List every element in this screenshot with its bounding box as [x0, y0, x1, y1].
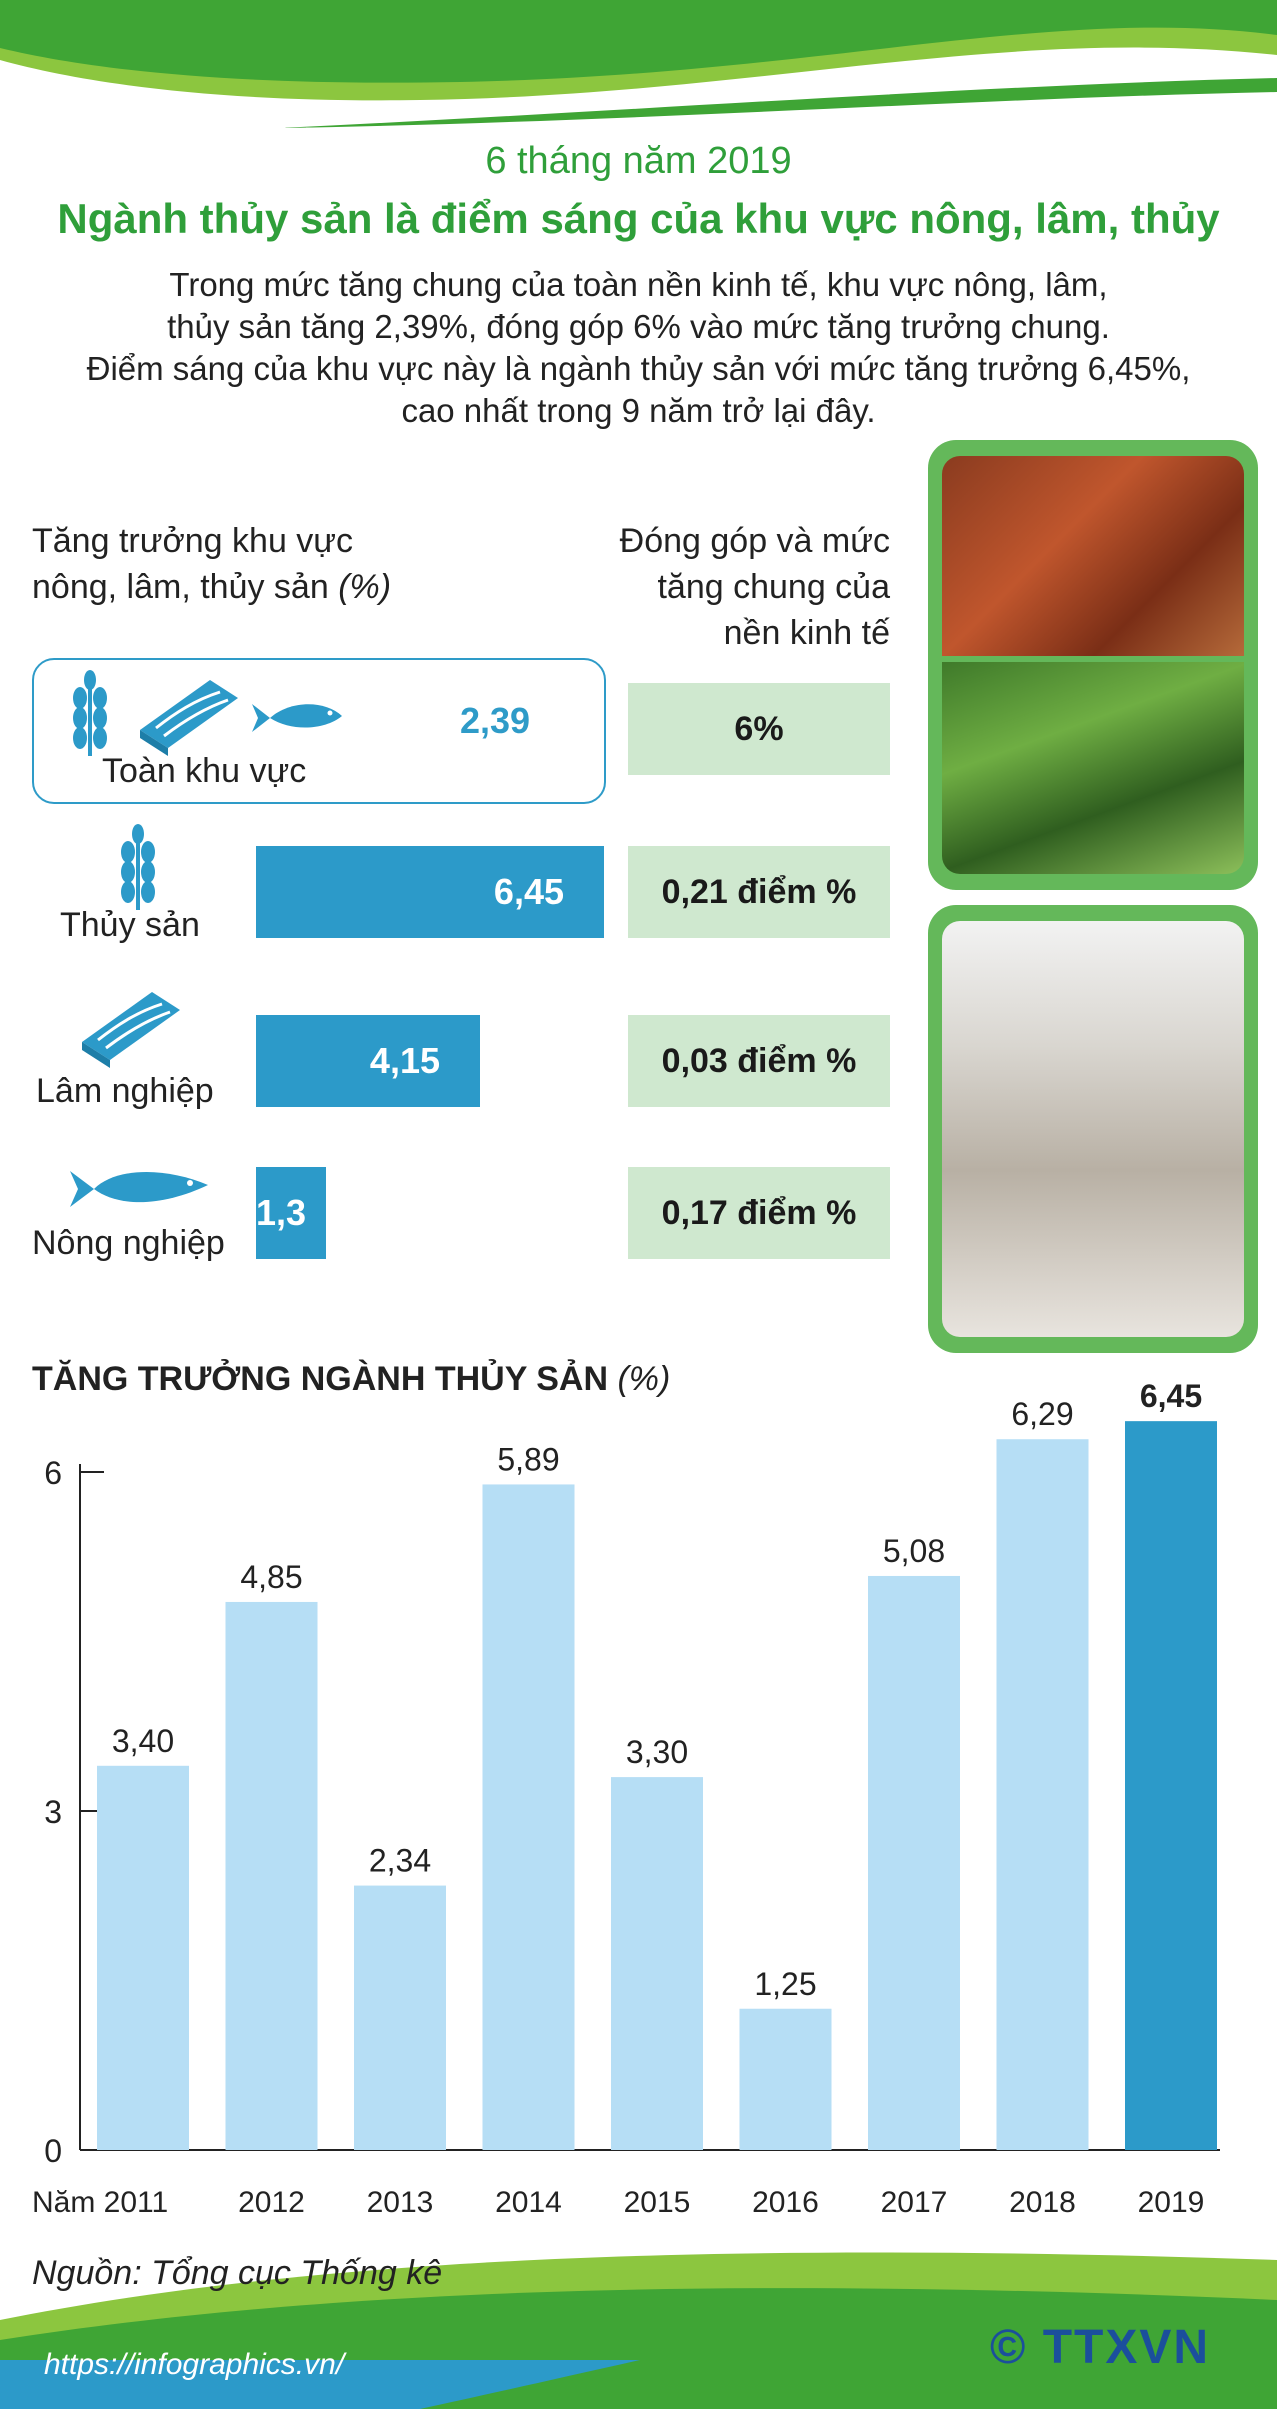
contribution-header-line: tăng chung của — [657, 568, 890, 606]
chart-bar — [225, 1601, 318, 2150]
chart-bar — [354, 1885, 446, 2150]
sector-bar: 6,45 — [256, 846, 604, 938]
bar-chart: 0 3 6 3,40 Năm 2011 4,85 2012 2,34 2013 5,89 2014 3… — [32, 1380, 1220, 2219]
bar-value-label: 6,29 — [1011, 1396, 1073, 1432]
sector-label: Lâm nghiệp — [36, 1072, 214, 1110]
source-note: Nguồn: Tổng cục Thống kê — [32, 2254, 443, 2292]
intro-line: cao nhất trong 9 năm trở lại đây. — [401, 392, 876, 429]
y-tick-label: 0 — [44, 2133, 62, 2169]
growth-header-line: nông, lâm, thủy sản — [32, 568, 339, 606]
photo-frame-seafood — [928, 905, 1258, 1353]
pepper-farm-photo — [942, 662, 1244, 874]
bar-value-label: 4,85 — [240, 1559, 302, 1595]
x-tick-label: 2017 — [881, 2186, 948, 2219]
sector-label: Toàn khu vực — [102, 752, 307, 790]
contribution-value: 6% — [628, 683, 890, 775]
wood-plank-icon — [82, 992, 180, 1068]
x-tick-label: 2015 — [624, 2186, 691, 2219]
growth-header: Tăng trưởng khu vực nông, lâm, thủy sản … — [32, 518, 391, 610]
x-tick-label: 2013 — [367, 2186, 434, 2219]
contribution-value: 0,21 điểm % — [628, 846, 890, 938]
wheat-icon — [121, 824, 155, 910]
bar-value-label: 1,25 — [754, 1966, 816, 2002]
sector-bar: 1,3 — [256, 1167, 326, 1259]
sector-bar: 4,15 — [256, 1015, 480, 1107]
contribution-value: 0,03 điểm % — [628, 1015, 890, 1107]
contribution-header: Đóng góp và mức tăng chung của nền kinh … — [560, 518, 890, 656]
coffee-beans-photo — [942, 456, 1244, 656]
whole-sector-box — [32, 658, 606, 804]
chart-title-unit: (%) — [617, 1360, 671, 1398]
bar-value-label: 3,30 — [626, 1734, 688, 1770]
growth-header-unit: (%) — [338, 568, 392, 606]
wheat-icon — [73, 670, 107, 756]
x-tick-label: 2012 — [238, 2186, 305, 2219]
bar-value-label: 5,08 — [883, 1533, 945, 1569]
bar-value-label: 6,45 — [1140, 1380, 1202, 1414]
shrimp-processing-photo — [942, 921, 1244, 1337]
x-tick-label: 2014 — [495, 2186, 562, 2219]
sector-value: 2,39 — [460, 700, 531, 741]
intro-line: Điểm sáng của khu vực này là ngành thủy … — [86, 350, 1191, 387]
x-tick-label: 2019 — [1138, 2186, 1205, 2219]
sector-icons — [73, 670, 342, 756]
site-url[interactable]: https://infographics.vn/ — [44, 2348, 345, 2381]
growth-header-line: Tăng trưởng khu vực — [32, 522, 354, 560]
sector-label: Thủy sản — [60, 906, 200, 944]
fish-icon — [70, 1171, 208, 1207]
intro-line: thủy sản tăng 2,39%, đóng góp 6% vào mức… — [167, 308, 1110, 345]
chart-bar — [739, 2008, 832, 2150]
fish-icon — [252, 704, 342, 732]
bottom-wave-decoration — [0, 2252, 1277, 2409]
chart-bar — [611, 1777, 703, 2150]
chart-title-text: TĂNG TRƯỞNG NGÀNH THỦY SẢN — [32, 1360, 609, 1398]
subtitle: 6 tháng năm 2019 — [485, 140, 792, 182]
chart-title: TĂNG TRƯỞNG NGÀNH THỦY SẢN (%) — [32, 1360, 670, 1399]
chart-bar — [1125, 1421, 1217, 2150]
y-tick-label: 6 — [44, 1455, 62, 1491]
bar-value-label: 3,40 — [112, 1723, 174, 1759]
top-wave-decoration — [0, 0, 1277, 128]
contribution-value: 0,17 điểm % — [628, 1167, 890, 1259]
chart-bar — [97, 1765, 189, 2150]
wood-plank-icon — [140, 680, 238, 756]
bar-value-label: 2,34 — [369, 1843, 431, 1879]
ttxvn-logo: © TTXVN — [990, 2321, 1211, 2374]
bar-value-label: 5,89 — [497, 1441, 559, 1477]
intro-line: Trong mức tăng chung của toàn nền kinh t… — [169, 266, 1108, 303]
sector-label: Nông nghiệp — [32, 1224, 225, 1262]
chart-bar — [996, 1439, 1089, 2150]
x-tick-label: Năm 2011 — [32, 2186, 168, 2219]
page-title: Ngành thủy sản là điểm sáng của khu vực … — [57, 195, 1220, 242]
x-tick-label: 2016 — [752, 2186, 819, 2219]
chart-bar — [482, 1484, 575, 2150]
photo-frame-agriculture — [928, 440, 1258, 890]
x-tick-label: 2018 — [1009, 2186, 1076, 2219]
chart-bar — [868, 1575, 960, 2150]
y-tick-label: 3 — [44, 1794, 62, 1830]
contribution-header-line: Đóng góp và mức — [619, 522, 890, 560]
contribution-header-line: nền kinh tế — [723, 614, 890, 652]
